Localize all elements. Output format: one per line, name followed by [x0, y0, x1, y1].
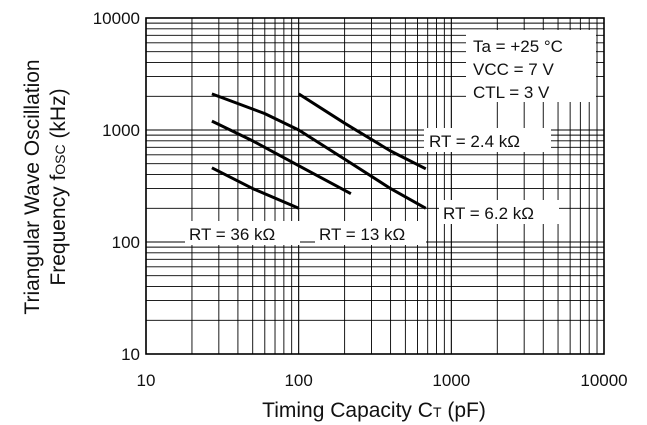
- series-label-rt62: RT = 6.2 kΩ: [443, 204, 534, 223]
- y-tick-label: 1000: [102, 121, 140, 140]
- label-bg-rt13: [315, 221, 426, 245]
- y-tick-label: 10: [121, 345, 140, 364]
- series-line: [211, 92, 427, 210]
- y-axis-label-sub: OSC: [52, 144, 68, 174]
- y-axis-label-main: Frequency f: [47, 175, 70, 286]
- label-bg-rt62: [439, 200, 559, 224]
- tick-labels: 10 100 1000 10000 10 100 1000 10000: [93, 9, 628, 390]
- y-tick-label: 10000: [93, 9, 140, 28]
- x-axis-label-sub: T: [433, 404, 442, 420]
- x-tick-label: 10: [137, 371, 156, 390]
- x-axis-label: Timing Capacity CT (pF): [262, 399, 486, 422]
- series-line: [211, 119, 352, 196]
- y-axis-label-unit: (kHz): [47, 88, 70, 144]
- x-axis-label-unit: (pF): [442, 399, 486, 422]
- condition-ctl: CTL = 3 V: [473, 83, 550, 102]
- series-label-rt13: RT = 13 kΩ: [319, 225, 405, 244]
- label-bg-rt24: [424, 128, 551, 152]
- plot-frame: [145, 17, 605, 355]
- y-axis-label-line2: Frequency fOSC (kHz): [47, 88, 70, 285]
- y-axis-label-line1: Triangular Wave Oscillation: [21, 59, 44, 314]
- series-layer: [211, 92, 427, 210]
- series-label-rt24: RT = 2.4 kΩ: [429, 132, 520, 151]
- x-axis-label-main: Timing Capacity C: [262, 399, 433, 422]
- label-bg-rt36: [185, 221, 300, 245]
- y-tick-label: 100: [112, 233, 140, 252]
- series-line: [211, 166, 300, 210]
- x-tick-label: 100: [284, 371, 312, 390]
- series-label-rt36: RT = 36 kΩ: [189, 225, 275, 244]
- series-line: [297, 92, 427, 171]
- x-tick-label: 1000: [432, 371, 470, 390]
- x-tick-label: 10000: [580, 371, 627, 390]
- conditions-box: [466, 30, 596, 102]
- condition-ta: Ta = +25 °C: [473, 37, 563, 56]
- condition-vcc: VCC = 7 V: [473, 60, 554, 79]
